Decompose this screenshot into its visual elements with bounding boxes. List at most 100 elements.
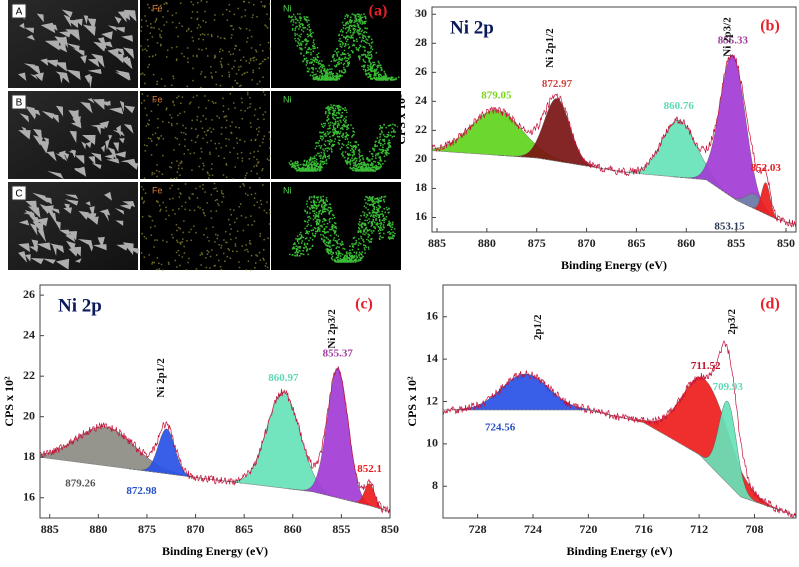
x-tick-label: 885 xyxy=(41,522,59,536)
y-tick-label: 30 xyxy=(415,6,427,20)
y-tick-label: 20 xyxy=(23,408,35,422)
eds-dots xyxy=(140,0,271,90)
x-axis-label: Binding Energy (eV) xyxy=(162,544,268,558)
plot-area xyxy=(40,366,390,516)
x-tick-label: 875 xyxy=(528,236,546,250)
eds-dots xyxy=(140,182,271,272)
x-tick-label: 850 xyxy=(381,522,399,536)
y-tick-label: 10 xyxy=(426,436,438,450)
panel-label: (c) xyxy=(355,296,373,313)
chart: 885 880 875 870 865 860 855 850 16 18 20 22 24 26 Bind… xyxy=(2,284,399,558)
plot-frame xyxy=(39,284,391,519)
y-tick-label: 20 xyxy=(415,151,427,165)
baseline xyxy=(443,409,796,517)
y-tick-label: 14 xyxy=(426,351,438,365)
map-label: Ni xyxy=(283,185,292,195)
eds-map xyxy=(140,91,270,179)
peak-area xyxy=(443,373,637,422)
y-tick-label: 12 xyxy=(426,393,438,407)
y-tick-label: 28 xyxy=(415,35,427,49)
y-tick-label: 24 xyxy=(23,327,35,341)
eds-dots xyxy=(288,104,399,172)
x-axis-label: Binding Energy (eV) xyxy=(566,544,672,558)
eds-map xyxy=(140,182,270,270)
annotation: 2p3/2 xyxy=(726,308,738,334)
image-label: C xyxy=(15,189,22,200)
map-label: Fe xyxy=(152,94,163,104)
annotation: Ni 2p3/2 xyxy=(326,309,338,349)
peak-label: 855.37 xyxy=(323,348,354,360)
annotation: Ni 2p1/2 xyxy=(155,358,167,398)
image-label-box xyxy=(11,185,27,201)
y-tick-label: 16 xyxy=(415,209,427,223)
peak-label: 852.1 xyxy=(357,463,382,475)
panel-label: (b) xyxy=(760,18,780,35)
peak-label: 879.05 xyxy=(481,90,512,102)
y-axis-label: CPS x 10² xyxy=(2,376,16,427)
plot-area xyxy=(443,340,796,518)
peak-area xyxy=(40,426,242,484)
x-tick-label: 724 xyxy=(524,522,542,536)
peak-label: 853.15 xyxy=(714,220,745,232)
x-tick-label: 880 xyxy=(478,236,496,250)
x-tick-label: 855 xyxy=(727,236,745,250)
y-tick-label: 24 xyxy=(415,93,427,107)
image-label-box xyxy=(11,94,27,110)
eds-dots xyxy=(288,13,400,81)
chart-title: Ni 2p xyxy=(58,295,102,316)
peak-area xyxy=(127,428,206,479)
y-tick-label: 16 xyxy=(426,309,438,323)
spectrum xyxy=(432,54,796,229)
peak-label: 872.98 xyxy=(126,485,157,497)
x-tick-label: 712 xyxy=(690,522,708,536)
annotation: 2p1/2 xyxy=(532,314,544,340)
x-tick-label: 880 xyxy=(89,522,107,536)
x-tick-label: 860 xyxy=(677,236,695,250)
y-tick-label: 18 xyxy=(23,449,35,463)
map-label: Ni xyxy=(283,3,292,13)
peak-label: 852.03 xyxy=(751,162,782,174)
chart: 728 724 720 716 712 708 8 10 12 14 16 Binding Energ… xyxy=(405,284,797,558)
x-tick-label: 728 xyxy=(469,522,487,536)
x-tick-label: 870 xyxy=(187,522,205,536)
peak-label: 855.33 xyxy=(718,34,749,46)
x-tick-label: 865 xyxy=(627,236,645,250)
x-tick-label: 875 xyxy=(138,522,156,536)
y-tick-label: 16 xyxy=(23,489,35,503)
x-tick-label: 865 xyxy=(235,522,253,536)
peak-label: 711.52 xyxy=(691,360,721,372)
y-tick-label: 8 xyxy=(432,478,438,492)
y-axis-label: CPS x 10² xyxy=(405,376,419,427)
image-label: A xyxy=(16,7,23,18)
eds-dots xyxy=(289,195,396,263)
panel-label: (d) xyxy=(760,296,780,313)
plot-frame xyxy=(431,6,797,233)
image-label-box xyxy=(11,3,27,19)
peak-label: 879.26 xyxy=(65,477,96,489)
spectrum xyxy=(443,340,796,518)
x-tick-label: 720 xyxy=(579,522,597,536)
x-tick-label: 860 xyxy=(284,522,302,536)
peak-area xyxy=(686,400,770,507)
sem-particles xyxy=(18,9,137,89)
annotation: Ni 2p3/2 xyxy=(722,17,734,57)
spectrum xyxy=(40,366,390,516)
y-tick-label: 22 xyxy=(23,368,35,382)
x-tick-label: 850 xyxy=(777,236,795,250)
chart: 885 880 875 870 865 860 855 850 16 18 20 22 24 26 28 30… xyxy=(394,6,797,272)
y-tick-label: 26 xyxy=(23,287,35,301)
peak-area xyxy=(594,376,796,516)
peak-label: 724.56 xyxy=(485,422,516,434)
map-label: Fe xyxy=(152,3,163,13)
chart-title: Ni 2p xyxy=(450,17,494,38)
x-axis-label: Binding Energy (eV) xyxy=(561,258,667,272)
panel-label: (a) xyxy=(369,3,388,20)
peak-label: 860.76 xyxy=(664,100,695,112)
y-tick-label: 22 xyxy=(415,122,427,136)
peak-label: 860.97 xyxy=(268,372,299,384)
eds-dots xyxy=(140,91,271,180)
x-tick-label: 855 xyxy=(332,522,350,536)
sem-particles xyxy=(18,98,139,180)
plot-area xyxy=(432,54,796,229)
